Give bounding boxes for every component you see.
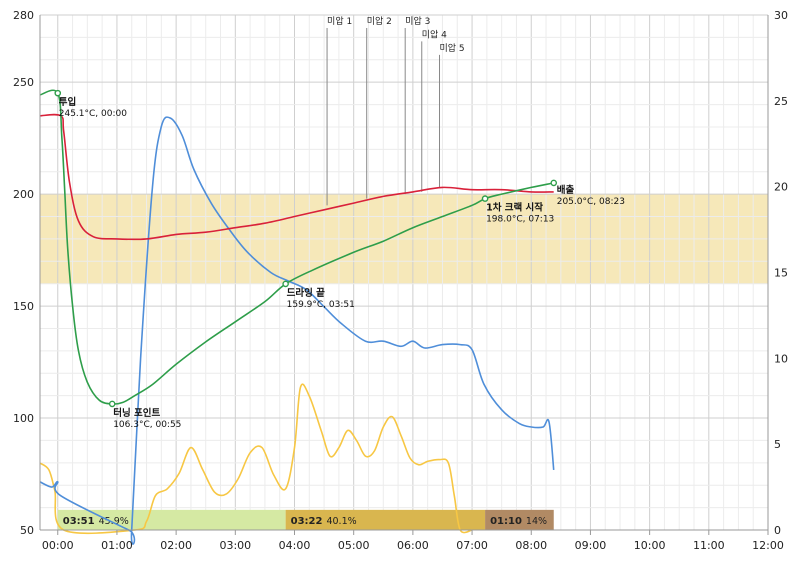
- annotation-lines: 미압 1 미압 2 미압 3미압 4 미압 5: [326, 15, 465, 206]
- event-detail-label: 106.3°C, 00:55: [113, 420, 181, 430]
- x-tick-label: 10:00: [634, 539, 666, 552]
- y-tick-label-right: 30: [774, 9, 788, 22]
- annotation-label: 미압 2: [367, 15, 392, 27]
- phase-time-label: 03:22: [291, 516, 323, 527]
- x-tick-label: 00:00: [42, 539, 74, 552]
- event-detail-label: 205.0°C, 08:23: [557, 197, 625, 207]
- event-name-label: 1차 크랙 시작: [486, 202, 543, 214]
- x-tick-label: 02:00: [160, 539, 192, 552]
- phase-percent-label: 14%: [526, 516, 547, 527]
- event-marker: [481, 195, 489, 202]
- event-marker: [282, 280, 289, 288]
- phase-time-label: 03:51: [63, 516, 95, 527]
- series-line-bean-temp: [39, 89, 554, 405]
- event-marker: [550, 179, 558, 187]
- x-tick-label: 01:00: [101, 539, 133, 552]
- series-lines: [39, 89, 555, 545]
- x-tick-label: 12:00: [752, 539, 784, 552]
- event-name-label: 드라잉 끝: [287, 287, 326, 299]
- y-tick-label-left: 250: [13, 76, 34, 89]
- grid: [40, 14, 769, 531]
- y-tick-label-left: 150: [13, 300, 34, 313]
- y-tick-label-left: 100: [13, 412, 34, 425]
- y-tick-label-right: 20: [774, 181, 788, 194]
- phase-segment: [285, 509, 486, 530]
- y-tick-label-right: 5: [774, 438, 781, 451]
- event-name-label: 투입: [59, 96, 76, 108]
- x-tick-label: 08:00: [515, 539, 547, 552]
- event-detail-label: 245.1°C, 00:00: [59, 109, 127, 119]
- phase-percent-label: 40.1%: [326, 516, 356, 527]
- x-tick-label: 06:00: [397, 539, 429, 552]
- annotation-label: 미압 4: [422, 28, 447, 40]
- phase-time-label: 01:10: [490, 516, 522, 527]
- annotation-label: 미압 5: [440, 42, 465, 54]
- y-tick-label-left: 200: [13, 188, 34, 201]
- x-tick-label: 03:00: [219, 539, 251, 552]
- event-marker: [108, 400, 116, 408]
- axes: 50 100 150 200 250 280 0 5 10 15 20 25 30 00:00 01:00 0…: [13, 9, 788, 552]
- y-tick-label-left: 50: [20, 524, 34, 537]
- event-name-label: 배출: [557, 184, 575, 196]
- phase-percent-label: 45.9%: [99, 516, 129, 527]
- y-tick-label-right: 25: [774, 95, 788, 108]
- series-line-env-temp: [39, 113, 554, 241]
- phase-bar: 03:51 45.9% 03:22 40.1% 01:10 14%: [57, 509, 554, 530]
- x-tick-label: 09:00: [575, 539, 607, 552]
- phase-segment: [485, 509, 554, 530]
- event-detail-label: 198.0°C, 07:13: [486, 215, 554, 225]
- annotation-label: 미압 1: [327, 15, 352, 27]
- y-tick-label-left: 280: [13, 9, 34, 22]
- event-marker: [54, 89, 62, 97]
- x-tick-label: 05:00: [338, 539, 370, 552]
- event-name-label: 터닝 포인트: [113, 407, 160, 419]
- x-tick-label: 04:00: [279, 539, 311, 552]
- event-detail-label: 159.9°C, 03:51: [287, 300, 355, 310]
- x-tick-label: 07:00: [456, 539, 488, 552]
- annotation-label: 미압 3: [405, 15, 430, 27]
- y-tick-label-right: 0: [774, 524, 781, 537]
- phase-segment: [57, 509, 286, 530]
- series-line-gas: [39, 383, 473, 535]
- series-line-ror: [39, 116, 555, 545]
- x-tick-label: 11:00: [693, 539, 725, 552]
- y-tick-label-right: 15: [774, 267, 788, 280]
- y-tick-label-right: 10: [774, 352, 788, 365]
